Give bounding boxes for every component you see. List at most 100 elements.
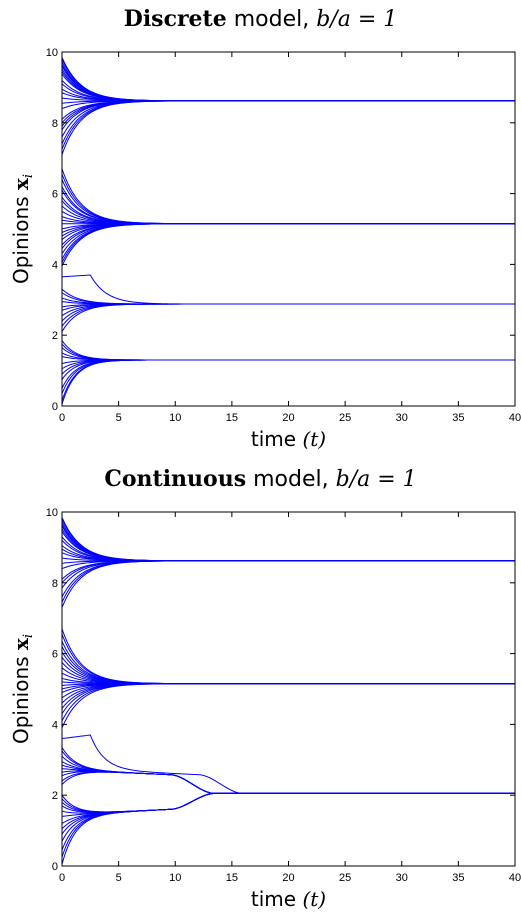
series-line <box>61 303 515 311</box>
y-axis-label: Opinions xi <box>9 634 36 744</box>
series-line <box>61 340 515 361</box>
series-line <box>61 73 515 102</box>
x-tick-label: 40 <box>509 412 521 424</box>
y-axis-label-text: Opinions <box>9 190 33 284</box>
series-line <box>61 292 515 305</box>
title-bold: Discrete <box>123 6 227 32</box>
series-line <box>61 792 515 814</box>
series-line <box>61 792 515 851</box>
x-tick-label: 25 <box>339 412 351 424</box>
series-line <box>61 223 515 267</box>
y-axis-label-math: x <box>9 177 33 190</box>
series-line <box>61 223 515 237</box>
series-line <box>61 359 515 389</box>
series-line <box>61 560 515 603</box>
y-tick-label: 0 <box>52 861 58 873</box>
y-tick-label: 8 <box>52 118 58 130</box>
series-line <box>61 71 515 102</box>
series-line <box>61 88 515 102</box>
y-tick-label: 2 <box>52 790 58 802</box>
series-line <box>61 100 515 127</box>
series-line <box>61 205 515 225</box>
series-line <box>61 734 515 794</box>
y-tick-label: 8 <box>52 578 58 590</box>
x-axis-label-text: time <box>251 427 303 451</box>
series-line <box>61 560 515 584</box>
series-line <box>61 168 515 225</box>
y-axis-label-math: x <box>9 637 33 650</box>
series-line <box>61 359 515 401</box>
series-line <box>61 683 515 699</box>
series-line <box>61 525 515 562</box>
x-tick-label: 15 <box>226 872 238 884</box>
series-group <box>61 517 515 865</box>
y-tick-label: 0 <box>52 401 58 413</box>
series-line <box>61 771 515 794</box>
y-axis-label-sub: i <box>21 174 36 178</box>
y-tick-label: 10 <box>46 507 58 519</box>
plot-frame <box>61 511 516 867</box>
y-axis-label: Opinions xi <box>9 174 36 284</box>
series-line <box>61 274 515 305</box>
y-tick-label: 4 <box>52 259 58 271</box>
series-line <box>61 521 515 562</box>
series-line <box>61 755 515 794</box>
title-math: b/a = 1 <box>335 467 417 492</box>
series-line <box>61 223 515 246</box>
series-line <box>61 792 515 842</box>
series-line <box>61 646 515 685</box>
x-tick-label: 10 <box>169 412 181 424</box>
title-bold: Continuous <box>104 466 247 492</box>
series-line <box>61 517 515 562</box>
x-tick-label: 15 <box>226 412 238 424</box>
series-line <box>61 223 515 241</box>
series-line <box>61 347 515 361</box>
x-tick-label: 0 <box>59 412 65 424</box>
series-line <box>61 359 515 394</box>
y-axis-label-text: Opinions <box>9 650 33 744</box>
series-line <box>61 792 515 865</box>
y-tick-label: 4 <box>52 719 58 731</box>
series-line <box>61 656 515 685</box>
series-line <box>61 792 515 813</box>
y-tick-label: 6 <box>52 649 58 661</box>
series-line <box>61 518 515 562</box>
series-line <box>61 667 515 685</box>
series-line <box>61 352 515 361</box>
series-line <box>61 683 515 722</box>
x-tick-label: 5 <box>116 872 122 884</box>
series-line <box>61 560 515 589</box>
series-line <box>61 792 515 813</box>
x-tick-label: 35 <box>452 872 464 884</box>
series-line <box>61 683 515 709</box>
series-line <box>61 792 515 813</box>
x-tick-label: 20 <box>282 412 294 424</box>
title-rest: model, <box>253 467 329 492</box>
x-axis-label: time (t) <box>251 887 326 911</box>
chart-title-continuous: Continuous model, b/a = 1 <box>0 466 521 492</box>
series-line <box>61 528 515 562</box>
series-line <box>61 303 515 317</box>
series-line <box>61 641 515 685</box>
x-tick-label: 20 <box>282 872 294 884</box>
series-line <box>61 792 515 824</box>
title-rest: model, <box>233 7 310 32</box>
title-math: b/a = 1 <box>316 7 398 32</box>
series-line <box>61 560 515 598</box>
series-line <box>61 100 515 124</box>
x-axis-label-math: (t) <box>302 887 326 911</box>
series-line <box>61 61 515 102</box>
series-line <box>61 79 515 102</box>
series-line <box>61 173 515 225</box>
series-line <box>61 303 515 327</box>
series-line <box>61 359 515 405</box>
series-line <box>61 100 515 131</box>
x-tick-label: 30 <box>396 412 408 424</box>
x-axis-label-text: time <box>251 887 303 911</box>
x-axis-label-math: (t) <box>302 427 326 451</box>
series-line <box>61 683 515 729</box>
series-line <box>61 100 515 120</box>
series-line <box>61 303 515 332</box>
series-line <box>61 83 515 102</box>
series-line <box>61 189 515 225</box>
